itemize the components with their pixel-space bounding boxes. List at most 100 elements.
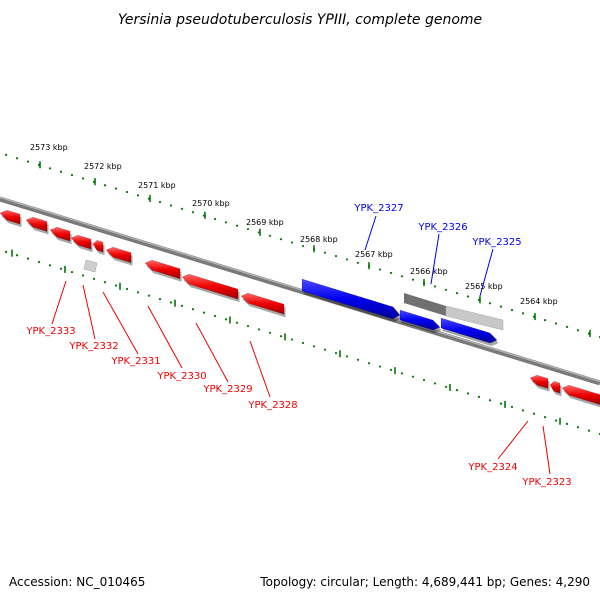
reverse-gene-arrow <box>70 234 92 250</box>
accession-text: Accession: NC_010465 <box>9 575 145 589</box>
ruler-lower-dot <box>444 385 448 388</box>
ruler-upper-dot <box>213 217 217 221</box>
ruler-lower-dot <box>169 301 173 304</box>
map-title: Yersinia pseudotuberculosis YPIII, compl… <box>118 12 482 28</box>
ruler-label: 2567 kbp <box>355 250 393 259</box>
ruler-lower-dot <box>466 392 470 395</box>
genome-axis-highlight <box>0 196 600 383</box>
gene-labels: YPK_2327 YPK_2326 YPK_2325 YPK_2333 YPK_2332… <box>25 203 571 488</box>
ruler-lower-dot <box>356 358 360 361</box>
pseudo-gene-light <box>445 305 504 331</box>
ruler-lower-dot <box>202 311 206 314</box>
reverse-gene-arrow <box>0 209 21 225</box>
pseudo-gene-dark <box>404 293 446 316</box>
ruler-lower-dot <box>158 297 162 301</box>
forward-gene-arrow <box>301 278 401 320</box>
ruler-lower-dot <box>268 331 272 334</box>
reverse-gene-leader <box>51 280 67 325</box>
ruler-lower-dot <box>389 368 393 372</box>
ruler-upper-dot <box>411 278 415 281</box>
ruler-label: 2564 kbp <box>520 297 558 306</box>
reverse-gene-leader <box>195 322 229 383</box>
ruler-lower-dot <box>70 270 74 274</box>
ruler-upper-dot <box>125 190 129 194</box>
ruler-lower <box>4 249 600 436</box>
ruler-lower-dot <box>103 281 107 284</box>
ruler-upper-dot <box>70 173 74 177</box>
forward-gene-leader <box>479 248 494 297</box>
ruler-lower-dot <box>433 382 437 385</box>
ruler-upper-dot <box>345 258 349 261</box>
ruler-upper-dot <box>378 268 382 271</box>
ruler-lower-dot <box>92 277 96 280</box>
reverse-gene-arrow <box>92 239 104 253</box>
ruler-lower-dot <box>576 426 580 429</box>
ruler-lower-dot <box>279 335 283 338</box>
reverse-gene-arrow <box>181 273 239 300</box>
ruler-upper-dot <box>301 244 305 248</box>
reverse-gene-label: YPK_2332 <box>68 341 118 352</box>
ruler-lower-dot <box>81 274 85 277</box>
ruler-upper <box>4 153 600 339</box>
ruler-upper-dot <box>4 153 8 156</box>
ruler-lower-dot <box>257 328 261 331</box>
ruler-lower-dot <box>290 338 294 341</box>
forward-gene-arrow <box>399 309 441 331</box>
ruler-lower-dot <box>37 260 41 264</box>
ruler-lower-dot <box>488 399 492 402</box>
reverse-gene-label: YPK_2323 <box>521 477 571 488</box>
reverse-gene-arrow <box>561 384 600 405</box>
ruler-upper-dot <box>323 251 327 254</box>
ruler-upper-dot <box>356 261 360 264</box>
ruler-lower-dot <box>455 389 459 392</box>
ruler-upper-dot <box>576 329 580 332</box>
reverse-gene-leader <box>147 305 183 369</box>
ruler-label: 2571 kbp <box>138 181 176 190</box>
ruler-upper-dot <box>180 207 184 210</box>
ruler-label: 2566 kbp <box>410 267 448 276</box>
reverse-gene-arrow <box>144 259 181 280</box>
ruler-lower-dot <box>378 365 382 368</box>
reverse-gene-leader <box>542 425 551 475</box>
reverse-gene-leader <box>102 291 139 355</box>
reverse-gene-arrow <box>25 216 48 232</box>
ruler-upper-dot <box>268 234 272 237</box>
genome-summary-text: Topology: circular; Length: 4,689,441 bp… <box>259 575 590 589</box>
ruler-lower-dot <box>543 416 547 419</box>
ruler-upper-dot <box>169 204 173 207</box>
reverse-gene-label: YPK_2329 <box>202 384 252 395</box>
reverse-gene-leader <box>497 420 529 460</box>
ruler-upper-dot <box>191 211 195 214</box>
reverse-gene-arrow <box>529 374 549 389</box>
ruler-lower-dot <box>213 314 217 318</box>
forward-gene-arrow <box>440 317 498 344</box>
ruler-lower-dot <box>411 375 415 378</box>
ruler-label: 2568 kbp <box>300 235 338 244</box>
reverse-gene-label: YPK_2330 <box>156 371 206 382</box>
ruler-upper-dot <box>488 302 492 305</box>
ruler-upper-dot <box>59 170 63 173</box>
reverse-gene-label: YPK_2324 <box>467 462 517 473</box>
ruler-lower-dot <box>334 351 338 355</box>
ruler-upper-dot <box>158 200 162 204</box>
ruler-lower-dot <box>4 250 8 253</box>
ruler-upper-dot <box>433 285 437 288</box>
ruler-label: 2572 kbp <box>84 162 122 171</box>
ruler-lower-dot <box>59 267 63 270</box>
ruler-lower-dot <box>400 372 404 375</box>
forward-gene-leader <box>364 215 377 251</box>
ruler-upper-dot <box>521 312 525 315</box>
ruler-upper-dot <box>466 295 470 298</box>
ruler-upper-dot <box>334 254 338 258</box>
ruler-lower-dot <box>554 419 558 422</box>
ruler-lower-dot <box>246 324 250 328</box>
ruler-lower-dot <box>565 422 569 425</box>
ruler-lower-dot <box>510 405 514 409</box>
reverse-gene-arrow <box>549 380 561 394</box>
forward-gene-label: YPK_2326 <box>417 222 467 233</box>
reverse-gene-label: YPK_2331 <box>110 356 160 367</box>
ruler-label: 2570 kbp <box>192 199 230 208</box>
pseudo-gene-marker <box>83 259 98 273</box>
ruler-lower-dot <box>136 291 140 294</box>
